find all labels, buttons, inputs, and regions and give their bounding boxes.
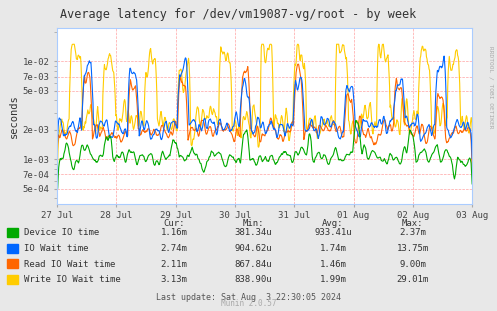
Text: 838.90u: 838.90u — [235, 275, 272, 284]
Text: 2.11m: 2.11m — [161, 260, 187, 268]
Text: 1.74m: 1.74m — [320, 244, 346, 253]
Text: Avg:: Avg: — [322, 219, 344, 228]
Y-axis label: seconds: seconds — [8, 94, 18, 138]
Text: 904.62u: 904.62u — [235, 244, 272, 253]
Text: Munin 2.0.57: Munin 2.0.57 — [221, 299, 276, 308]
Text: 13.75m: 13.75m — [397, 244, 428, 253]
Text: 933.41u: 933.41u — [314, 229, 352, 237]
Text: 3.13m: 3.13m — [161, 275, 187, 284]
Text: RRDTOOL / TOBI OETIKER: RRDTOOL / TOBI OETIKER — [489, 46, 494, 128]
Text: IO Wait time: IO Wait time — [24, 244, 89, 253]
Text: 1.46m: 1.46m — [320, 260, 346, 268]
Text: Cur:: Cur: — [163, 219, 185, 228]
Text: 867.84u: 867.84u — [235, 260, 272, 268]
Text: 2.37m: 2.37m — [399, 229, 426, 237]
Text: 381.34u: 381.34u — [235, 229, 272, 237]
Text: Read IO Wait time: Read IO Wait time — [24, 260, 116, 268]
Text: Device IO time: Device IO time — [24, 229, 99, 237]
Text: 2.74m: 2.74m — [161, 244, 187, 253]
Text: 29.01m: 29.01m — [397, 275, 428, 284]
Text: Write IO Wait time: Write IO Wait time — [24, 275, 121, 284]
Text: Min:: Min: — [243, 219, 264, 228]
Text: Average latency for /dev/vm19087-vg/root - by week: Average latency for /dev/vm19087-vg/root… — [61, 8, 416, 21]
Text: 9.00m: 9.00m — [399, 260, 426, 268]
Text: Last update: Sat Aug  3 22:30:05 2024: Last update: Sat Aug 3 22:30:05 2024 — [156, 294, 341, 302]
Text: Max:: Max: — [402, 219, 423, 228]
Text: 1.99m: 1.99m — [320, 275, 346, 284]
Text: 1.16m: 1.16m — [161, 229, 187, 237]
